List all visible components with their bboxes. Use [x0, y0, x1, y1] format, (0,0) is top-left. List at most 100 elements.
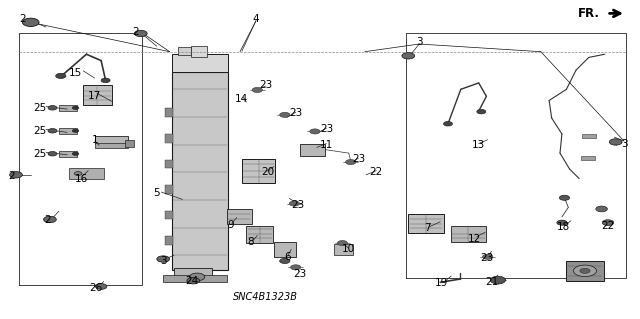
Polygon shape [125, 140, 134, 147]
Circle shape [490, 276, 506, 284]
Polygon shape [172, 54, 228, 72]
Circle shape [289, 201, 300, 206]
Text: 16: 16 [76, 174, 88, 184]
Text: 24: 24 [186, 276, 198, 286]
Polygon shape [59, 128, 77, 134]
Text: 23: 23 [259, 79, 272, 90]
Text: 20: 20 [261, 167, 274, 177]
Text: 19: 19 [435, 278, 448, 288]
Circle shape [337, 241, 348, 246]
Circle shape [609, 139, 622, 145]
Circle shape [310, 129, 320, 134]
Circle shape [157, 256, 170, 262]
Polygon shape [83, 85, 112, 105]
Circle shape [557, 220, 567, 225]
Polygon shape [165, 108, 173, 117]
Polygon shape [165, 185, 173, 194]
Circle shape [22, 18, 39, 26]
Circle shape [402, 53, 415, 59]
Text: 23: 23 [480, 253, 493, 263]
Circle shape [101, 78, 110, 83]
Text: 25: 25 [33, 126, 46, 136]
Circle shape [477, 109, 486, 114]
Circle shape [10, 172, 22, 178]
Text: 23: 23 [291, 200, 304, 210]
Polygon shape [165, 211, 173, 219]
Text: 12: 12 [468, 234, 481, 244]
Text: 2: 2 [132, 27, 139, 37]
Polygon shape [95, 136, 128, 144]
Text: 22: 22 [370, 167, 383, 177]
Text: 2: 2 [8, 171, 15, 181]
Text: 25: 25 [33, 149, 46, 159]
Text: 13: 13 [472, 140, 485, 150]
Circle shape [444, 122, 452, 126]
Circle shape [573, 265, 596, 277]
Text: 23: 23 [352, 154, 365, 165]
Text: 8: 8 [248, 237, 254, 248]
Polygon shape [300, 144, 325, 156]
Text: 18: 18 [557, 222, 570, 232]
Circle shape [48, 129, 57, 133]
Text: 23: 23 [320, 124, 333, 134]
Circle shape [72, 152, 79, 155]
Text: 9: 9 [227, 220, 234, 230]
Polygon shape [178, 47, 191, 55]
Polygon shape [408, 214, 444, 233]
Polygon shape [69, 168, 104, 179]
Polygon shape [451, 226, 486, 242]
Circle shape [559, 195, 570, 200]
Text: 14: 14 [236, 94, 248, 104]
Circle shape [602, 220, 614, 226]
Circle shape [44, 216, 56, 223]
Text: 2: 2 [45, 215, 51, 225]
Polygon shape [582, 134, 596, 138]
Polygon shape [227, 209, 252, 224]
Polygon shape [59, 105, 77, 111]
Text: 22: 22 [602, 221, 614, 232]
Polygon shape [274, 242, 296, 257]
Text: 5: 5 [154, 188, 160, 198]
Text: 25: 25 [33, 103, 46, 113]
Circle shape [596, 206, 607, 212]
Polygon shape [191, 46, 207, 57]
Text: 11: 11 [320, 140, 333, 150]
Text: 15: 15 [69, 68, 82, 78]
Circle shape [580, 268, 590, 273]
Circle shape [291, 265, 301, 270]
Text: 6: 6 [285, 252, 291, 262]
Circle shape [72, 106, 79, 109]
Text: 3: 3 [160, 256, 166, 266]
Circle shape [56, 73, 66, 78]
Text: 3: 3 [416, 37, 422, 47]
Circle shape [483, 254, 493, 259]
Text: 26: 26 [90, 283, 102, 293]
Circle shape [280, 258, 290, 263]
Circle shape [189, 273, 205, 281]
Polygon shape [246, 226, 273, 243]
Text: 17: 17 [88, 91, 101, 101]
Polygon shape [334, 244, 353, 255]
Text: 10: 10 [342, 244, 355, 255]
Polygon shape [174, 268, 212, 278]
Text: 21: 21 [485, 277, 498, 287]
Text: SNC4B1323B: SNC4B1323B [233, 292, 298, 302]
Circle shape [48, 152, 57, 156]
Text: 1: 1 [92, 135, 98, 145]
Polygon shape [165, 134, 173, 143]
Text: 7: 7 [424, 223, 431, 234]
Polygon shape [59, 151, 77, 157]
Circle shape [280, 112, 290, 117]
Text: 23: 23 [289, 108, 302, 118]
Text: 3: 3 [621, 138, 627, 149]
Circle shape [72, 129, 79, 132]
Polygon shape [581, 156, 595, 160]
Polygon shape [165, 160, 173, 168]
Circle shape [346, 160, 356, 165]
Circle shape [187, 278, 200, 284]
Text: FR.: FR. [579, 7, 600, 20]
Polygon shape [242, 159, 275, 183]
Text: 4: 4 [253, 13, 259, 24]
Circle shape [95, 284, 107, 289]
Circle shape [134, 30, 147, 37]
